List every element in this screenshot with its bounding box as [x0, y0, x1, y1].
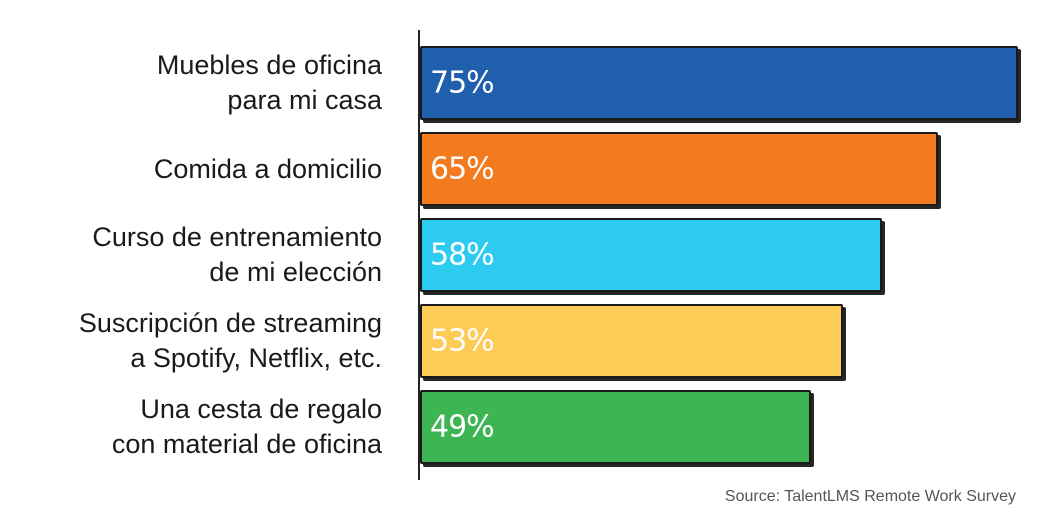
- category-label-line: Muebles de oficina: [156, 50, 382, 80]
- bar: 53%: [420, 304, 843, 378]
- category-label-line: Una cesta de regalo: [140, 394, 382, 424]
- bar: 65%: [420, 132, 939, 206]
- bar: 75%: [420, 46, 1018, 120]
- category-label: Comida a domicilio: [22, 152, 382, 187]
- category-label-line: Comida a domicilio: [153, 153, 382, 184]
- category-label-line: para mi casa: [227, 85, 382, 115]
- category-label-line: con material de oficina: [111, 429, 382, 459]
- bar-value-label: 65%: [430, 151, 495, 187]
- category-label-line: Curso de entrenamiento: [92, 222, 382, 252]
- bar: 58%: [420, 218, 883, 292]
- category-label: Curso de entrenamiento de mi elección: [22, 220, 382, 290]
- bar-value-label: 58%: [430, 237, 495, 273]
- bar: 49%: [420, 390, 811, 464]
- category-label: Una cesta de regalo con material de ofici…: [22, 392, 382, 462]
- bar-value-label: 49%: [430, 409, 495, 445]
- bar-value-label: 75%: [430, 65, 495, 101]
- category-label: Muebles de oficina para mi casa: [22, 48, 382, 118]
- category-label-line: de mi elección: [209, 257, 382, 287]
- category-label-line: Suscripción de streaming: [78, 308, 382, 338]
- source-note: Source: TalentLMS Remote Work Survey: [724, 488, 1016, 505]
- category-label: Suscripción de streaming a Spotify, Netfl…: [22, 306, 382, 376]
- y-axis-line: [418, 30, 420, 480]
- category-label-line: a Spotify, Netflix, etc.: [130, 343, 382, 373]
- bar-value-label: 53%: [430, 323, 495, 359]
